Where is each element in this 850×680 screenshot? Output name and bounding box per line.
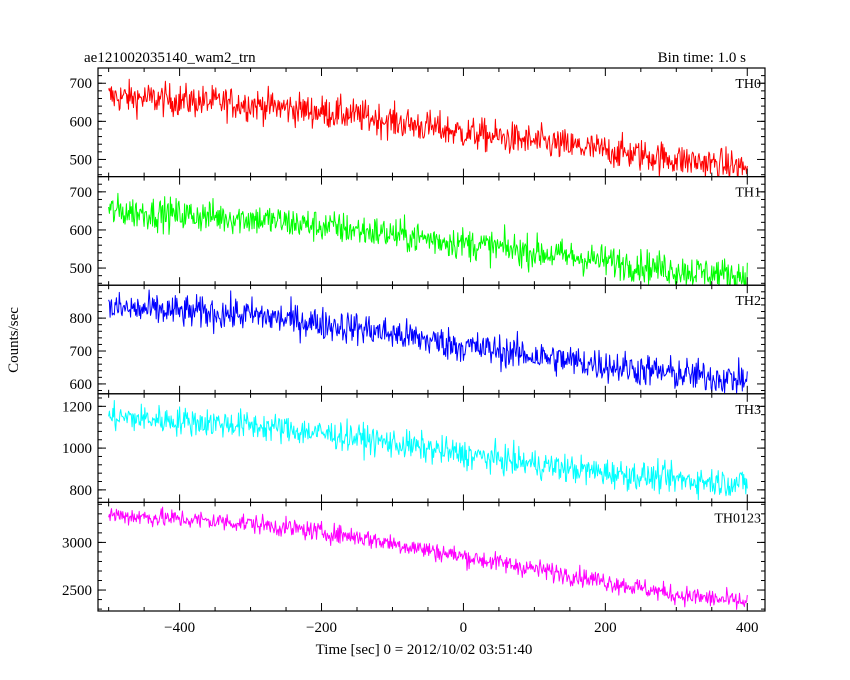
x-tick-label: 0 bbox=[460, 620, 468, 636]
x-tick-label: 400 bbox=[736, 620, 759, 636]
y-tick-label: 600 bbox=[70, 114, 93, 130]
y-tick-label: 500 bbox=[70, 261, 93, 277]
panel-th0123: 2500 3000 TH0123 bbox=[62, 501, 766, 612]
y-axis-label: Counts/sec bbox=[6, 307, 22, 373]
x-tick-label: 200 bbox=[594, 620, 617, 636]
panel-th1: 500 600 700 TH1 bbox=[70, 176, 766, 286]
y-tick-label: 800 bbox=[70, 311, 93, 327]
panel-frame bbox=[97, 501, 766, 612]
y-tick-label: 2500 bbox=[62, 583, 92, 599]
series-th1-line bbox=[108, 192, 748, 286]
panel-label-th0123: TH0123 bbox=[714, 511, 761, 526]
series-th0123-line bbox=[108, 506, 748, 610]
panel-th2: 600 700 800 TH2 bbox=[70, 284, 766, 395]
x-tick-label: −200 bbox=[306, 620, 337, 636]
y-tick-label: 600 bbox=[70, 377, 93, 393]
y-tick-label: 800 bbox=[70, 483, 93, 499]
x-axis-label: Time [sec] 0 = 2012/10/02 03:51:40 bbox=[316, 642, 533, 658]
panel-th3: 800 1000 1200 TH3 bbox=[62, 393, 766, 503]
y-tick-label: 700 bbox=[70, 185, 93, 201]
y-tick-label: 700 bbox=[70, 344, 93, 360]
series-th2-line bbox=[108, 289, 748, 394]
panel-th0: 500 600 700 TH0 bbox=[70, 67, 766, 178]
chart-title-left: ae121002035140_wam2_trn bbox=[84, 50, 256, 66]
x-tick-label: −400 bbox=[164, 620, 195, 636]
y-tick-label: 500 bbox=[70, 152, 93, 168]
y-tick-label: 700 bbox=[70, 76, 93, 92]
chart-title-right: Bin time: 1.0 s bbox=[658, 50, 747, 66]
series-th3-line bbox=[108, 400, 748, 501]
series-th0-line bbox=[108, 78, 748, 177]
panels-group: 500 600 700 TH0 500 600 700 TH1 600 700 800 TH2 800 1… bbox=[62, 67, 766, 636]
y-tick-label: 1000 bbox=[62, 441, 92, 457]
panel-label-th1: TH1 bbox=[735, 186, 761, 201]
y-tick-label: 3000 bbox=[62, 535, 92, 551]
panel-label-th3: TH3 bbox=[735, 403, 761, 418]
y-tick-label: 1200 bbox=[62, 399, 92, 415]
panel-label-th0: TH0 bbox=[735, 77, 761, 92]
panel-label-th2: TH2 bbox=[735, 294, 761, 309]
y-tick-label: 600 bbox=[70, 223, 93, 239]
panel-frame bbox=[97, 284, 766, 395]
